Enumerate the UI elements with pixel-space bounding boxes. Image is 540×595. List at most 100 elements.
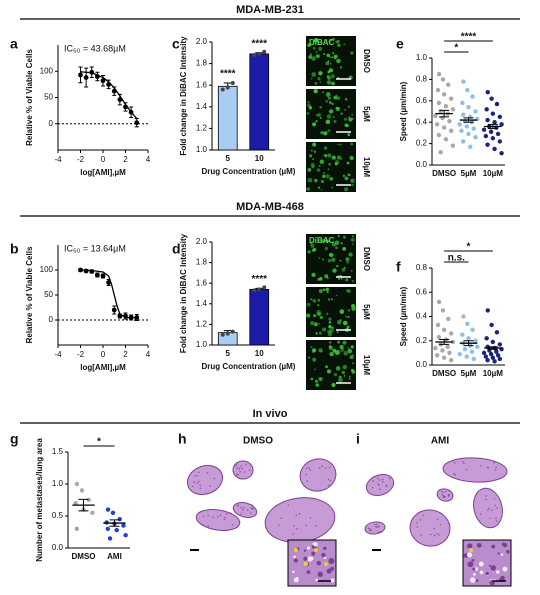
tissue (485, 571, 489, 576)
tissue (381, 478, 384, 481)
cell (320, 240, 323, 243)
error-bar (439, 109, 450, 118)
cell (326, 53, 330, 58)
y-tick-label: 1.8 (196, 258, 208, 267)
cell (322, 327, 327, 332)
cell (333, 119, 337, 123)
data-point (466, 131, 471, 137)
cell (318, 331, 323, 335)
data-point (460, 100, 465, 106)
cell (331, 326, 334, 330)
data-point (114, 527, 119, 533)
tissue (201, 523, 204, 526)
tissue (462, 460, 464, 463)
cell (350, 117, 354, 121)
y-tick-label: 1.0 (416, 53, 428, 62)
tissue (323, 546, 327, 550)
data-point (495, 353, 501, 358)
data-point (83, 268, 89, 274)
tissue (248, 469, 251, 472)
tissue (199, 484, 201, 487)
x-tick-label: 4 (146, 155, 151, 164)
tissue (436, 518, 439, 520)
y-tick-label: 1.4 (196, 102, 208, 111)
row-label: 5µM (362, 106, 371, 122)
cell (336, 155, 342, 160)
cell (346, 161, 350, 165)
x-tick-label: 10µM (483, 369, 504, 378)
tissue (199, 487, 202, 489)
data-point (492, 146, 497, 152)
lung-section (365, 473, 395, 497)
cell (350, 269, 353, 272)
y-axis-label: Relative % of Viable Cells (25, 49, 34, 146)
cell (320, 130, 324, 135)
cell (335, 40, 339, 44)
cell (336, 331, 339, 334)
data-point (495, 131, 501, 137)
tissue (246, 509, 249, 511)
cell (332, 116, 335, 119)
tissue (496, 570, 500, 574)
cell (342, 364, 347, 370)
cell (326, 114, 332, 119)
tissue (471, 558, 475, 562)
cell (307, 168, 312, 172)
cell (328, 317, 332, 321)
cell (329, 341, 332, 344)
cell (317, 77, 321, 81)
cell (325, 365, 328, 369)
tissue (475, 579, 479, 582)
tissue (212, 516, 214, 519)
tissue (198, 471, 200, 474)
data-point (220, 87, 225, 92)
cell (315, 51, 318, 53)
x-tick-label: AMI (107, 552, 122, 561)
data-point (470, 94, 475, 99)
data-point (489, 322, 494, 328)
cell (350, 142, 354, 146)
y-axis-label: Fold change in DiBAC Intensity (179, 233, 188, 353)
cell (331, 257, 336, 262)
tissue (440, 490, 443, 493)
data-point (110, 510, 116, 515)
tissue (193, 481, 195, 483)
row-label: DMSO (362, 49, 371, 73)
bar (249, 288, 270, 346)
cell (312, 247, 317, 252)
fit-curve (80, 269, 137, 319)
data-point (473, 338, 478, 343)
cell (319, 105, 323, 109)
data-point (462, 347, 468, 352)
y-tick-label: 0.4 (416, 312, 428, 321)
tissue (375, 525, 377, 528)
cell (334, 57, 336, 60)
tissue (242, 507, 245, 509)
cell (350, 178, 355, 184)
cell (343, 374, 346, 377)
data-point (457, 122, 462, 127)
lung-section (442, 457, 508, 483)
data-point (464, 354, 469, 359)
cell (327, 76, 331, 80)
data-point (441, 125, 447, 130)
panel-letter: i (356, 431, 360, 447)
annotation: IC₅₀ = 43.68µM (64, 43, 126, 53)
x-axis-label: Drug Concentration (µM) (202, 362, 296, 371)
cell (327, 129, 331, 133)
tissue (472, 567, 476, 571)
cell (329, 56, 331, 58)
data-point (94, 74, 100, 79)
cell (349, 155, 354, 161)
tissue (250, 512, 252, 514)
data-point (123, 104, 128, 110)
cell (318, 376, 323, 382)
tissue (442, 494, 445, 497)
cell (326, 291, 329, 294)
cell (325, 92, 331, 97)
tissue (416, 526, 419, 528)
tissue (318, 467, 321, 469)
data-point (441, 327, 447, 333)
lung-section (364, 521, 386, 535)
